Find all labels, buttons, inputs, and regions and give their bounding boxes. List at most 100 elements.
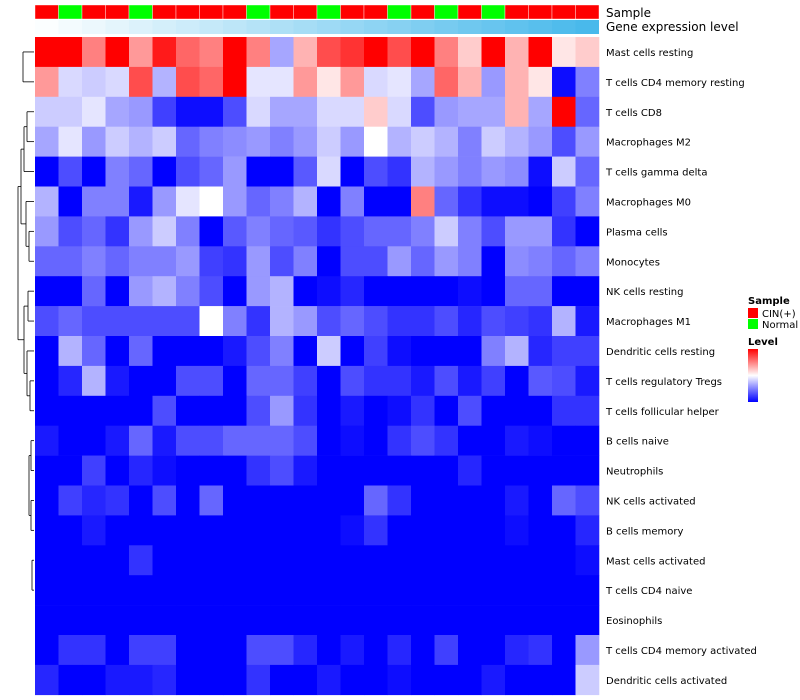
heatmap-cell xyxy=(82,156,106,187)
heatmap-cell xyxy=(481,336,506,367)
heatmap-cell xyxy=(270,485,294,516)
heatmap-cell xyxy=(58,395,83,426)
heatmap-cell xyxy=(223,575,247,606)
row-label: Dendritic cells activated xyxy=(606,676,727,687)
heatmap-cell xyxy=(35,455,59,486)
heatmap-cell xyxy=(176,455,200,486)
heatmap-cell xyxy=(293,635,318,666)
heatmap-cell xyxy=(552,186,576,217)
heatmap-cell xyxy=(481,455,506,486)
heatmap-cell xyxy=(387,156,412,187)
heatmap-cell xyxy=(552,37,576,68)
heatmap-cell xyxy=(552,96,576,127)
heatmap-cell xyxy=(58,336,83,367)
heatmap-cell xyxy=(129,515,153,546)
heatmap-cell xyxy=(411,515,435,546)
sample-annotation-cell xyxy=(316,4,341,20)
heatmap-cell xyxy=(58,126,83,157)
heatmap-cell xyxy=(152,126,177,157)
heatmap-cell xyxy=(387,425,412,456)
heatmap-cell xyxy=(270,66,294,98)
heatmap-cell xyxy=(317,96,341,127)
heatmap-cell xyxy=(434,575,459,606)
heatmap-cell xyxy=(340,485,365,516)
heatmap-cell xyxy=(434,186,459,217)
heatmap-cell xyxy=(176,485,200,516)
heatmap-cell xyxy=(364,276,388,307)
heatmap-cell xyxy=(317,575,341,606)
heatmap-cell xyxy=(317,485,341,516)
row-label: Macrophages M1 xyxy=(606,317,691,328)
heatmap-cell xyxy=(434,66,459,98)
heatmap-cell xyxy=(434,515,459,546)
heatmap-cell xyxy=(246,96,271,127)
heatmap-cell xyxy=(481,96,506,127)
row-label: Mast cells activated xyxy=(606,556,705,567)
heatmap-cell xyxy=(58,575,83,606)
gene-expression-annotation-cell xyxy=(82,20,106,34)
heatmap-cell xyxy=(129,395,153,426)
heatmap-cell xyxy=(152,425,177,456)
heatmap-cell xyxy=(58,66,83,98)
heatmap-cell xyxy=(434,425,459,456)
row-label: B cells naive xyxy=(606,437,669,448)
heatmap-cell xyxy=(481,485,506,516)
heatmap-cell xyxy=(129,545,153,576)
heatmap-cell xyxy=(552,156,576,187)
row-labels: Mast cells resting T cells CD4 memory res… xyxy=(605,48,757,687)
heatmap-cell xyxy=(387,485,412,516)
gene-expression-annotation-cell xyxy=(223,20,247,34)
heatmap-cell xyxy=(552,66,576,98)
heatmap-cell xyxy=(575,336,600,367)
heatmap-cell xyxy=(223,126,247,157)
heatmap-cell xyxy=(505,545,529,576)
heatmap-cell xyxy=(528,575,553,606)
heatmap-cell xyxy=(340,276,365,307)
heatmap-cell xyxy=(481,575,506,606)
heatmap-cell xyxy=(105,664,130,696)
heatmap-cell xyxy=(176,156,200,187)
legend-level-colorbar xyxy=(748,349,758,402)
heatmap-cell xyxy=(199,276,224,307)
heatmap-cell xyxy=(105,276,130,307)
heatmap-cell xyxy=(387,216,412,247)
heatmap-cell xyxy=(35,664,59,696)
heatmap-cell xyxy=(364,186,388,217)
heatmap-cell xyxy=(575,515,600,546)
heatmap-cell xyxy=(575,575,600,606)
heatmap-cell xyxy=(199,156,224,187)
heatmap-cell xyxy=(58,246,83,277)
heatmap-cell xyxy=(575,37,600,68)
heatmap-cell xyxy=(105,605,130,636)
heatmap-cell xyxy=(293,336,318,367)
heatmap-cell xyxy=(58,306,83,337)
heatmap-cell xyxy=(505,336,529,367)
sample-annotation-cell xyxy=(105,4,130,20)
heatmap-cell xyxy=(105,336,130,367)
heatmap-cell xyxy=(246,126,271,157)
heatmap-cell xyxy=(270,425,294,456)
heatmap-cell xyxy=(293,605,318,636)
heatmap-cell xyxy=(505,425,529,456)
heatmap-cell xyxy=(58,515,83,546)
heatmap-cell xyxy=(340,126,365,157)
sample-annotation-cell xyxy=(199,4,224,20)
heatmap-cell xyxy=(35,635,59,666)
heatmap-cell xyxy=(458,96,482,127)
row-label: Macrophages M0 xyxy=(606,197,691,208)
heatmap-cell xyxy=(340,216,365,247)
heatmap-cell xyxy=(152,336,177,367)
heatmap-cell xyxy=(293,276,318,307)
heatmap-cell xyxy=(270,605,294,636)
heatmap-cell xyxy=(293,216,318,247)
gene-expression-annotation-cell xyxy=(481,20,505,34)
heatmap-cell xyxy=(481,605,506,636)
heatmap-cell xyxy=(270,515,294,546)
heatmap-cell xyxy=(129,605,153,636)
heatmap-cell xyxy=(387,336,412,367)
heatmap-cell xyxy=(176,336,200,367)
heatmap-cell xyxy=(246,575,271,606)
heatmap-cell xyxy=(246,276,271,307)
heatmap-cell xyxy=(458,156,482,187)
heatmap-cell xyxy=(176,395,200,426)
